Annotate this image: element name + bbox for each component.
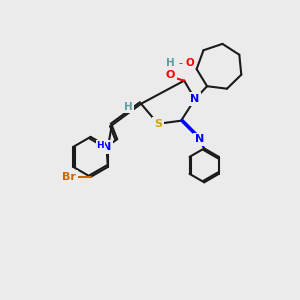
Text: H: H — [96, 141, 104, 150]
Text: O: O — [186, 58, 194, 68]
Text: H: H — [124, 102, 133, 112]
Text: N: N — [195, 134, 204, 144]
Text: -: - — [178, 58, 182, 68]
Text: S: S — [154, 119, 162, 129]
Text: O: O — [166, 70, 175, 80]
Text: N: N — [190, 94, 200, 104]
Text: Br: Br — [62, 172, 76, 182]
Text: N: N — [102, 142, 111, 152]
Text: H: H — [166, 58, 175, 68]
